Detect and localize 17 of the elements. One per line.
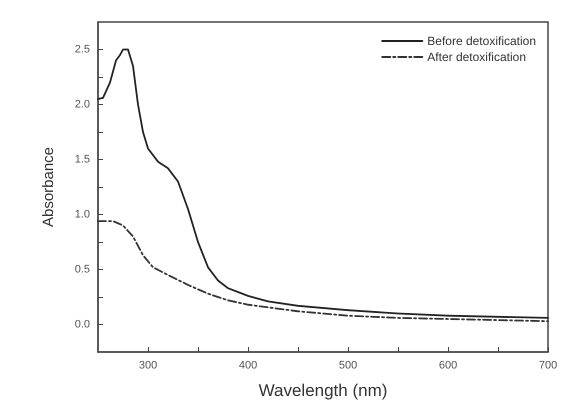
y-tick-label: 2.5 [74, 44, 90, 56]
y-tick-label: 2.0 [74, 98, 90, 110]
line-series [97, 48, 549, 319]
x-tick-label: 300 [138, 360, 158, 372]
y-axis-title: Absorbance [40, 146, 57, 228]
y-tick-label: 1.5 [74, 154, 90, 166]
legend-label: Before detoxification [427, 34, 536, 48]
line-series [97, 220, 549, 322]
y-tick-label: 0.5 [74, 264, 90, 276]
x-tick-label: 500 [338, 360, 358, 372]
x-tick-label: 600 [438, 360, 458, 372]
x-tick-label: 400 [238, 360, 258, 372]
x-tick-label: 700 [538, 360, 558, 372]
legend-label: After detoxification [427, 50, 526, 64]
y-tick-label: 1.0 [74, 208, 90, 220]
x-axis-title: Wavelength (nm) [258, 381, 388, 400]
y-tick-label: 0.0 [74, 318, 90, 330]
